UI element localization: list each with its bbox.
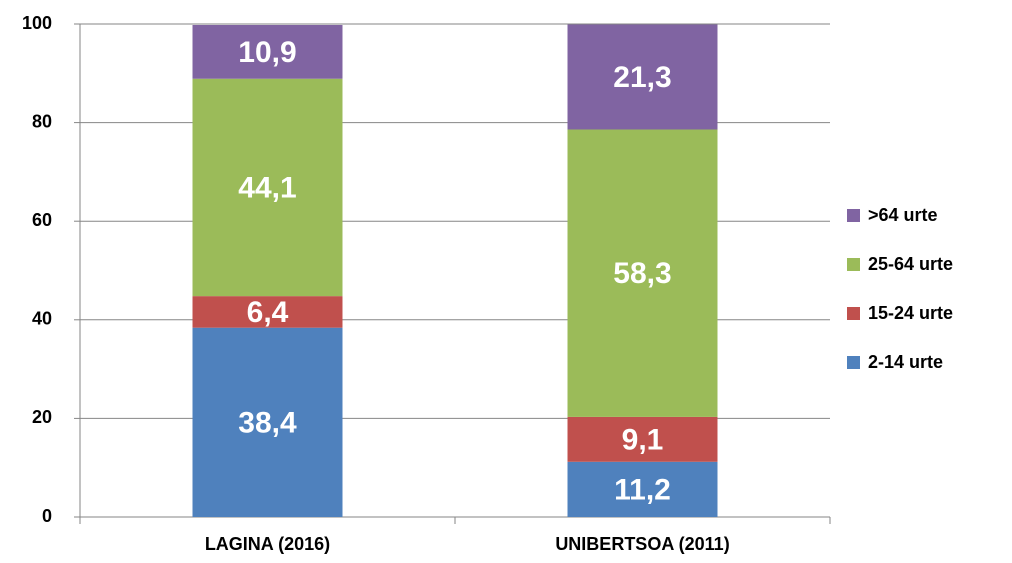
value-label: 21,3 [613, 61, 671, 94]
value-label: 10,9 [238, 36, 296, 69]
legend-swatch [847, 209, 860, 222]
legend-swatch [847, 307, 860, 320]
value-label: 11,2 [614, 473, 671, 506]
legend-swatch [847, 356, 860, 369]
legend-label: 2-14 urte [868, 352, 943, 372]
x-tick-label: LAGINA (2016) [205, 534, 330, 554]
legend-swatch [847, 258, 860, 271]
value-label: 6,4 [247, 296, 289, 329]
bar-segment [192, 78, 343, 297]
bar-segment [192, 24, 343, 79]
legend-label: 25-64 urte [868, 254, 953, 274]
y-tick-label: 20 [32, 407, 52, 427]
bar-segment [567, 461, 718, 517]
x-tick-label: UNIBERTSOA (2011) [555, 534, 729, 554]
legend-label: 15-24 urte [868, 303, 953, 323]
y-tick-label: 60 [32, 210, 52, 230]
value-label: 38,4 [238, 406, 297, 439]
y-tick-label: 40 [32, 309, 52, 329]
bar-segment [567, 129, 718, 417]
value-label: 9,1 [622, 423, 664, 456]
bar-segment [567, 24, 718, 130]
y-tick-label: 100 [22, 13, 52, 33]
bar-segment [567, 416, 718, 462]
bar-segment [192, 296, 343, 328]
bar-segment [192, 327, 343, 517]
value-label: 44,1 [238, 171, 296, 204]
value-label: 58,3 [613, 257, 671, 290]
legend-label: >64 urte [868, 205, 938, 225]
y-tick-label: 0 [42, 506, 52, 526]
y-tick-label: 80 [32, 111, 52, 131]
